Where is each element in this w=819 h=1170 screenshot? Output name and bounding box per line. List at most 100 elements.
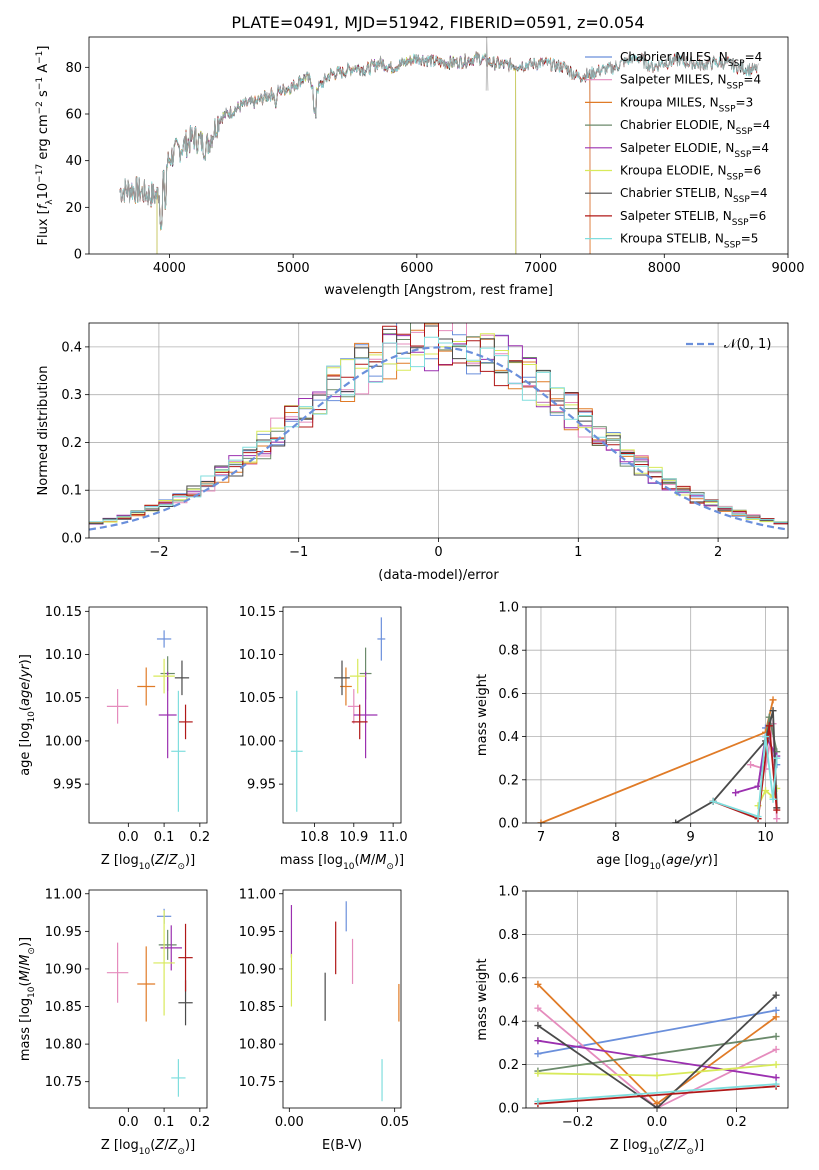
weight-marker xyxy=(732,789,740,797)
y-tick-label: 0.4 xyxy=(498,730,519,745)
x-tick-label: 6000 xyxy=(400,261,433,276)
weight-marker xyxy=(709,797,717,805)
weight-marker xyxy=(534,1004,542,1012)
y-tick-label: 0.0 xyxy=(498,1102,519,1117)
age-vs-mass-plot-area xyxy=(290,617,386,812)
weight-marker xyxy=(653,1104,661,1108)
age-vs-Z-x-label: Z [log10(Z/Z⊙)] xyxy=(101,853,195,872)
y-tick-label: 11.00 xyxy=(239,887,276,902)
weight-marker xyxy=(534,1050,542,1058)
age-vs-Z-plot-area xyxy=(106,630,193,812)
x-tick-label: 8000 xyxy=(648,261,681,276)
x-tick-label: 0.0 xyxy=(647,1115,668,1130)
weight-line xyxy=(540,699,774,823)
weight-marker xyxy=(672,819,680,823)
y-tick-label: 0.2 xyxy=(498,773,519,788)
y-tick-label: 0.1 xyxy=(61,484,82,499)
weight-line xyxy=(537,994,777,1108)
y-tick-label: 0.0 xyxy=(498,817,519,832)
y-tick-label: 10.15 xyxy=(45,605,82,620)
x-tick-label: 8 xyxy=(612,830,620,845)
spectrum-y-label: Flux [fλ10−17 erg cm−2 s−1 A−1] xyxy=(35,46,55,246)
y-tick-label: 60 xyxy=(65,108,82,123)
y-tick-label: 10.10 xyxy=(239,648,276,663)
spectrum-observed-line xyxy=(119,51,759,228)
mass-weight-vs-age-x-label: age [log10(age/yr)] xyxy=(596,853,718,872)
x-tick-label: −2 xyxy=(149,545,168,560)
y-tick-label: 1.0 xyxy=(498,601,519,616)
x-tick-label: −0.2 xyxy=(562,1115,594,1130)
weight-marker xyxy=(769,696,777,704)
weight-marker xyxy=(772,1032,780,1040)
legend-entry: Kroupa ELODIE, NSSP=6 xyxy=(620,164,761,183)
histogram-step xyxy=(89,336,788,523)
y-tick-label: 10.80 xyxy=(45,1038,82,1053)
y-tick-label: 0.4 xyxy=(61,340,82,355)
y-tick-label: 0.0 xyxy=(61,532,82,547)
age-vs-Z-frame xyxy=(88,606,208,824)
figure-title: PLATE=0491, MJD=51942, FIBERID=0591, z=0… xyxy=(231,13,644,32)
weight-marker xyxy=(754,813,762,821)
normal-legend-label: 𝒩(0, 1) xyxy=(724,337,771,352)
mass-weight-vs-age-y-label: mass weight xyxy=(475,674,490,756)
x-tick-label: 10.8 xyxy=(300,830,329,845)
weight-marker xyxy=(747,761,755,769)
weight-marker xyxy=(773,815,781,823)
x-tick-label: 0 xyxy=(434,545,442,560)
weight-marker xyxy=(769,707,777,715)
legend-entry: Kroupa MILES, NSSP=3 xyxy=(620,95,753,114)
y-tick-label: 11.00 xyxy=(45,887,82,902)
y-tick-label: 80 xyxy=(65,61,82,76)
weight-line xyxy=(712,725,778,820)
weight-marker xyxy=(773,806,781,814)
x-tick-label: 2 xyxy=(714,545,722,560)
x-tick-label: 0.00 xyxy=(275,1115,304,1130)
x-tick-label: 1 xyxy=(574,545,582,560)
histogram-x-label: (data-model)/error xyxy=(378,568,499,583)
weight-line xyxy=(537,1039,777,1079)
x-tick-label: 7000 xyxy=(524,261,557,276)
weight-marker xyxy=(773,754,781,762)
y-tick-label: 10.75 xyxy=(45,1075,82,1090)
y-tick-label: 9.95 xyxy=(247,778,276,793)
weight-marker xyxy=(765,722,773,730)
mass-vs-Z-y-label: mass [log10(M/M⊙)] xyxy=(18,937,37,1061)
weight-marker xyxy=(534,1037,542,1045)
y-tick-label: 10.90 xyxy=(239,962,276,977)
y-tick-label: 10.80 xyxy=(239,1038,276,1053)
y-tick-label: 0.3 xyxy=(61,388,82,403)
weight-marker xyxy=(772,1045,780,1053)
y-tick-label: 10.10 xyxy=(45,648,82,663)
x-tick-label: 10 xyxy=(757,830,774,845)
y-tick-label: 10.05 xyxy=(45,691,82,706)
x-tick-label: 0.2 xyxy=(190,830,211,845)
legend-entry: Chabrier ELODIE, NSSP=4 xyxy=(620,118,770,137)
halpha-line xyxy=(485,37,489,91)
y-tick-label: 0.2 xyxy=(61,436,82,451)
y-tick-label: 10.95 xyxy=(239,925,276,940)
weight-line xyxy=(712,736,778,818)
mass-vs-Z-plot-area xyxy=(106,908,193,1097)
spectrum-model-line xyxy=(119,52,591,254)
y-tick-label: 10.85 xyxy=(239,1000,276,1015)
residual-histogram-frame xyxy=(88,322,789,539)
x-tick-label: 9 xyxy=(687,830,695,845)
x-tick-label: 7 xyxy=(537,830,545,845)
x-tick-label: 0.2 xyxy=(726,1115,747,1130)
weight-line xyxy=(537,1083,777,1103)
y-tick-label: 0.6 xyxy=(498,971,519,986)
weight-marker xyxy=(534,980,542,988)
y-tick-label: 0.6 xyxy=(498,687,519,702)
y-tick-label: 9.95 xyxy=(53,778,82,793)
mass-weight-vs-age-frame xyxy=(525,606,789,824)
y-tick-label: 10.05 xyxy=(239,691,276,706)
mass-vs-Z-x-label: Z [log10(Z/Z⊙)] xyxy=(101,1138,195,1157)
legend-entry: Kroupa STELIB, NSSP=5 xyxy=(620,232,758,251)
spectrum-model-line xyxy=(119,51,591,254)
weight-marker xyxy=(537,819,545,823)
y-tick-label: 10.75 xyxy=(239,1075,276,1090)
weight-marker xyxy=(772,1061,780,1069)
x-tick-label: 10.9 xyxy=(339,830,368,845)
weight-line xyxy=(537,1035,777,1072)
